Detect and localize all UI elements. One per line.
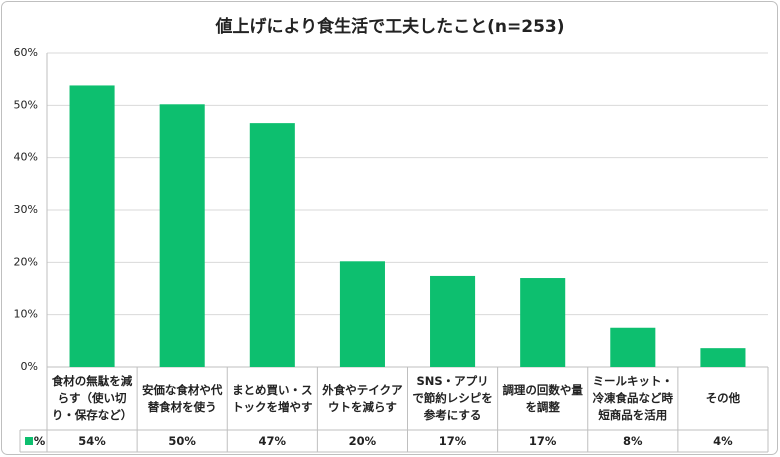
x-tick-label: SNS・アプリで節約レシピを参考にする <box>412 374 493 422</box>
bar <box>339 261 385 367</box>
bar <box>520 278 566 367</box>
legend-label: % <box>33 433 46 448</box>
value-label: 47% <box>258 433 287 448</box>
x-tick-label: その他 <box>705 391 741 405</box>
y-tick-label: 50% <box>14 98 38 111</box>
x-tick-label: ミールキット・冷凍食品など時短商品を活用 <box>592 374 674 422</box>
value-label: 17% <box>438 433 467 448</box>
legend-marker <box>25 437 33 445</box>
y-tick-label: 20% <box>14 255 38 268</box>
y-tick-label: 10% <box>14 308 38 321</box>
chart-title: 値上げにより食生活で工夫したこと(n=253) <box>215 17 565 37</box>
y-tick-label: 60% <box>14 46 38 59</box>
bar <box>700 348 746 367</box>
x-tick-label: 安価な食材や代替食材を使う <box>141 382 223 414</box>
bar <box>69 85 115 368</box>
y-tick-label: 40% <box>14 151 38 164</box>
x-tick-label: 外食やテイクアウトを減らす <box>322 382 403 414</box>
bar <box>159 104 205 367</box>
value-label: 20% <box>348 433 377 448</box>
x-tick-label: 食材の無駄を減らす（使い切り・保存など） <box>51 374 133 422</box>
value-label: 4% <box>713 433 733 448</box>
y-tick-label: 30% <box>14 203 38 216</box>
value-label: 8% <box>623 433 643 448</box>
x-tick-label: まとめ買い・ストックを増やす <box>232 382 313 414</box>
y-tick-label: 0% <box>21 360 38 373</box>
x-tick-label: 調理の回数や量を調整 <box>502 382 583 414</box>
bar <box>249 123 295 367</box>
bar <box>430 275 476 367</box>
value-label: 54% <box>78 433 106 448</box>
value-label: 17% <box>528 433 557 448</box>
value-label: 50% <box>168 433 196 448</box>
bar <box>610 327 656 367</box>
